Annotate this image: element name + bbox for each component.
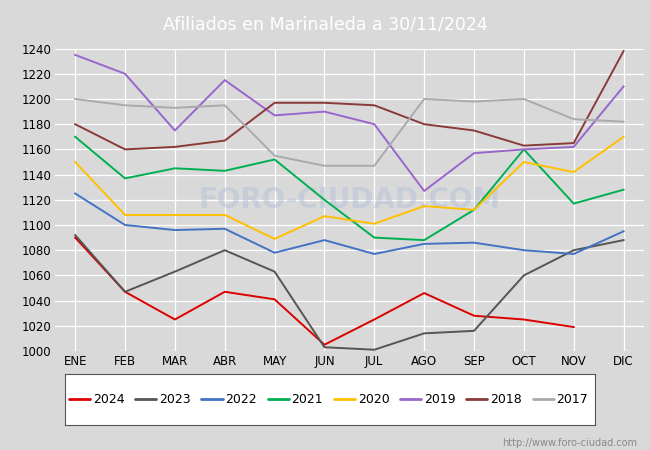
Text: Afiliados en Marinaleda a 30/11/2024: Afiliados en Marinaleda a 30/11/2024 — [162, 16, 488, 34]
Text: FORO-CIUDAD.COM: FORO-CIUDAD.COM — [198, 186, 500, 214]
Text: 2024: 2024 — [93, 393, 124, 406]
Text: 2022: 2022 — [226, 393, 257, 406]
Text: http://www.foro-ciudad.com: http://www.foro-ciudad.com — [502, 438, 637, 448]
Text: 2017: 2017 — [556, 393, 588, 406]
Text: 2020: 2020 — [358, 393, 389, 406]
Text: 2018: 2018 — [490, 393, 522, 406]
Text: 2023: 2023 — [159, 393, 190, 406]
Text: 2021: 2021 — [291, 393, 323, 406]
Text: 2019: 2019 — [424, 393, 456, 406]
